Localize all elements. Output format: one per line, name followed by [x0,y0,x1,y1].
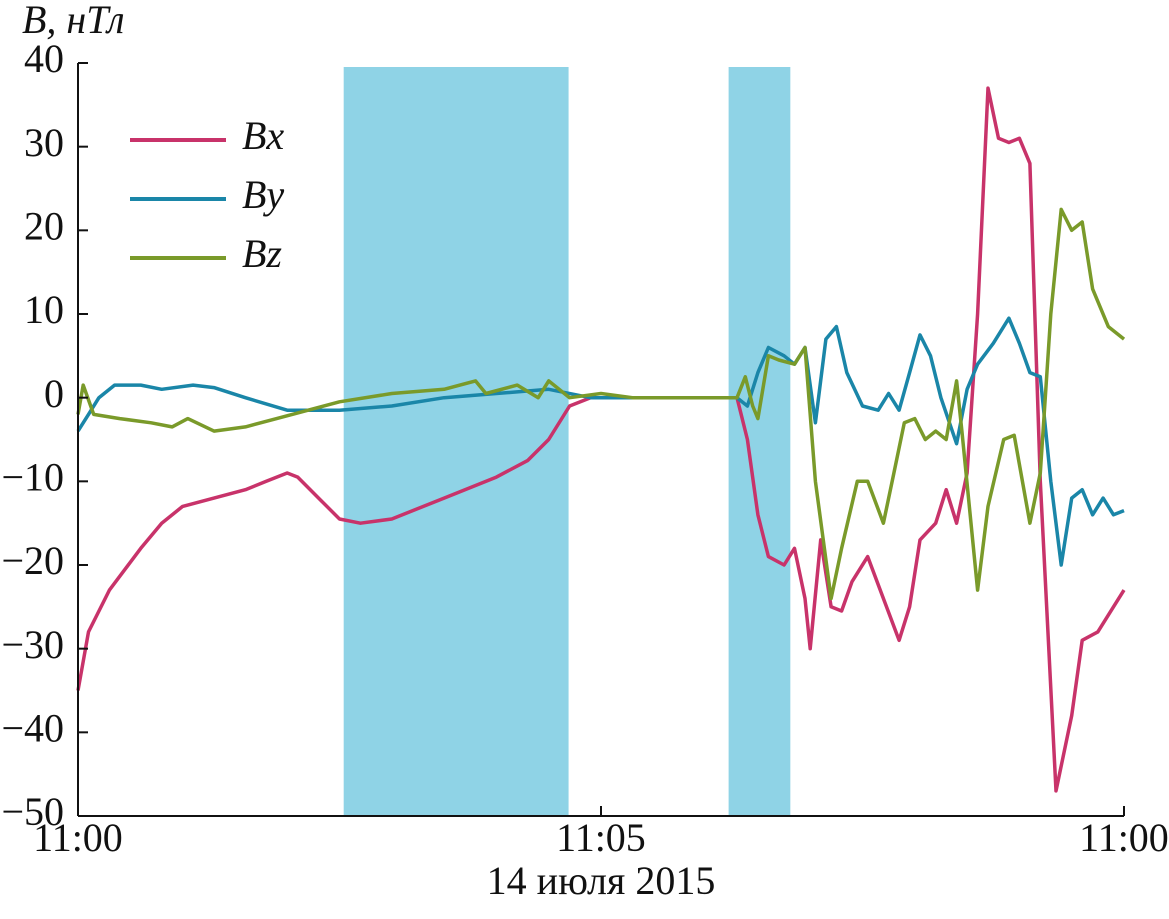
series-line [76,316,1125,567]
y-tick-label: 10 [24,287,64,332]
y-tick-label: −50 [1,789,64,834]
x-tick-label: 11:00 [33,815,123,860]
y-tick-label: 0 [44,371,64,416]
legend-label: Bx [242,113,284,158]
y-tick-label: −40 [1,706,64,751]
x-tick-label: 11:05 [556,815,646,860]
y-tick-label: 30 [24,120,64,165]
y-tick-label: −20 [1,538,64,583]
plot-area [76,86,1126,793]
y-tick-label: −30 [1,622,64,667]
series-line [76,207,1126,601]
x-axis-label: 14 июля 2015 [487,858,716,903]
shaded-span [728,67,791,816]
y-tick-label: 40 [24,36,64,81]
legend-label: By [242,172,284,217]
series-line [76,86,1126,793]
shaded-regions [343,67,791,816]
y-tick-label: −10 [1,455,64,500]
shaded-span [343,67,569,816]
legend-label: Bz [242,231,282,276]
y-tick-label: 20 [24,204,64,249]
y-axis-label: B, нТл [22,0,125,42]
x-tick-label: 11:00 [1079,815,1169,860]
